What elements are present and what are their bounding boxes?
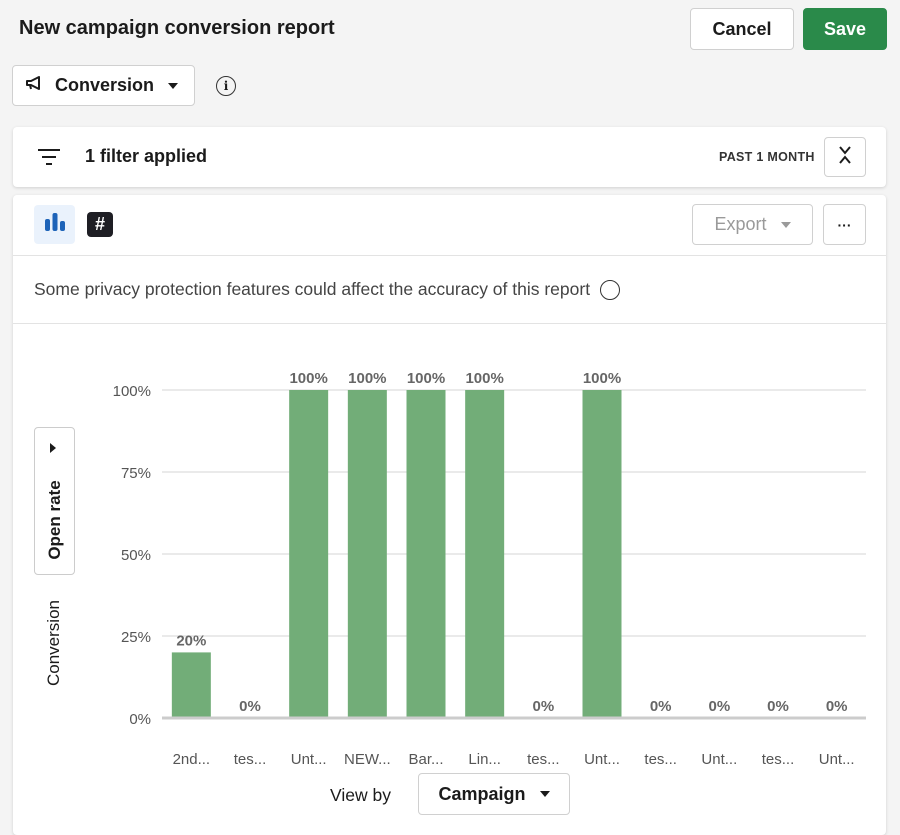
x-tick-label: tes...: [234, 751, 267, 765]
data-label: 0%: [532, 698, 554, 715]
bar-chart: 0% 25% 50% 75% 100% 20% 2nd... 0% tes... 100% Unt.…: [113, 370, 866, 765]
number-view-icon[interactable]: #: [87, 212, 113, 237]
privacy-notice-text: Some privacy protection features could a…: [34, 279, 591, 299]
chevron-down-icon: [780, 221, 791, 228]
caret-right-icon: [50, 443, 56, 453]
data-label: 0%: [708, 698, 730, 715]
data-label: 0%: [650, 698, 672, 715]
y-tick-label: 75%: [121, 465, 151, 482]
info-icon[interactable]: i: [216, 76, 236, 96]
chevron-down-icon: [168, 82, 179, 89]
data-label: 100%: [583, 370, 621, 387]
data-label: 0%: [239, 698, 261, 715]
x-tick-label: NEW...: [344, 751, 391, 765]
x-tick-label: tes...: [644, 751, 677, 765]
x-tick-label: tes...: [527, 751, 560, 765]
x-tick-label: tes...: [762, 751, 795, 765]
data-label: 100%: [348, 370, 386, 387]
save-button[interactable]: Save: [803, 8, 887, 50]
x-tick-label: 2nd...: [173, 751, 211, 765]
open-rate-tab[interactable]: Open rate: [34, 427, 75, 575]
collapse-icon: [837, 145, 853, 170]
view-by-dropdown[interactable]: Campaign: [418, 773, 570, 815]
bar: [582, 390, 622, 717]
x-tick-label: Unt...: [584, 751, 620, 765]
bar: [347, 390, 387, 717]
bar: [406, 390, 446, 717]
bar: [289, 390, 329, 717]
x-tick-label: Unt...: [291, 751, 327, 765]
x-tick-label: Bar...: [408, 751, 443, 765]
metric-dropdown[interactable]: Conversion: [12, 65, 195, 106]
y-tick-label: 25%: [121, 629, 151, 646]
chart-panel: # Export ··· Some privacy protection fea…: [13, 195, 886, 835]
date-range-label: PAST 1 MONTH: [719, 150, 815, 164]
bar: [171, 652, 211, 717]
view-by-label: View by: [330, 785, 391, 805]
cancel-button[interactable]: Cancel: [690, 8, 794, 50]
export-button[interactable]: Export: [692, 204, 813, 245]
chevron-down-icon: [539, 791, 550, 797]
y-tick-label: 100%: [113, 383, 151, 400]
page-title: New campaign conversion report: [19, 17, 335, 39]
megaphone-icon: [25, 75, 45, 96]
y-tick-label: 0%: [129, 711, 151, 728]
data-label: 0%: [767, 698, 789, 715]
data-label: 100%: [289, 370, 327, 387]
data-label: 100%: [407, 370, 445, 387]
filter-bar: 1 filter applied PAST 1 MONTH: [13, 127, 886, 187]
y-tick-label: 50%: [121, 547, 151, 564]
x-tick-label: Lin...: [468, 751, 501, 765]
x-tick-label: Unt...: [701, 751, 737, 765]
more-options-button[interactable]: ···: [823, 204, 866, 245]
data-label: 100%: [465, 370, 503, 387]
bar-chart-icon: [44, 212, 66, 237]
metric-label: Conversion: [55, 75, 155, 95]
filter-label[interactable]: 1 filter applied: [85, 146, 208, 166]
view-by-value: Campaign: [438, 783, 526, 804]
filter-icon[interactable]: [37, 148, 61, 171]
info-icon[interactable]: [600, 279, 621, 300]
bar-chart-view-button[interactable]: [34, 205, 75, 244]
bar: [465, 390, 505, 717]
x-tick-label: Unt...: [819, 751, 855, 765]
data-label: 0%: [826, 698, 848, 715]
privacy-notice: Some privacy protection features could a…: [13, 256, 886, 324]
export-label: Export: [714, 214, 767, 234]
collapse-button[interactable]: [824, 137, 866, 177]
data-label: 20%: [176, 632, 206, 649]
